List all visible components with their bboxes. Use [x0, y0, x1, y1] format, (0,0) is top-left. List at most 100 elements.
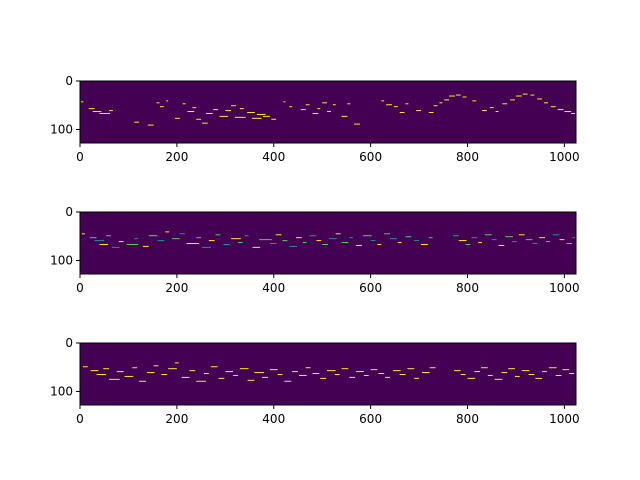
- note-cell: [341, 115, 348, 117]
- note-cell: [566, 243, 573, 244]
- y-tick-label: 0: [65, 205, 73, 219]
- note-cell: [518, 234, 525, 236]
- note-cell: [569, 373, 575, 375]
- note-cell: [385, 376, 390, 378]
- note-cell: [134, 121, 140, 123]
- note-cell: [312, 112, 319, 114]
- y-tick-label: 0: [65, 74, 73, 88]
- note-cell: [239, 368, 249, 370]
- note-cell: [444, 99, 450, 101]
- note-cell: [186, 243, 200, 244]
- note-cell: [386, 104, 392, 106]
- note-cell: [146, 372, 155, 374]
- x-tick-label: 200: [165, 281, 188, 295]
- note-cell: [168, 368, 177, 370]
- note-cell: [399, 112, 405, 113]
- note-cell: [302, 242, 307, 244]
- note-cell: [510, 99, 515, 101]
- note-cell: [244, 235, 249, 237]
- note-cell: [196, 118, 202, 120]
- note-cell: [491, 239, 497, 241]
- note-cell: [231, 238, 241, 240]
- x-tick-label: 0: [76, 412, 84, 426]
- note-cell: [256, 113, 266, 115]
- note-cell: [349, 237, 354, 239]
- note-cell: [452, 235, 459, 237]
- note-cell: [218, 377, 225, 379]
- note-cell: [539, 237, 545, 239]
- note-cell: [192, 107, 197, 109]
- note-cell: [89, 237, 97, 239]
- note-cell: [126, 243, 139, 245]
- note-cell: [449, 95, 455, 97]
- note-cell: [405, 103, 409, 105]
- note-cell: [522, 93, 528, 95]
- note-cell: [289, 106, 293, 108]
- note-cell: [88, 108, 95, 110]
- note-cell: [332, 104, 336, 106]
- note-cell: [347, 103, 351, 105]
- note-cell: [235, 116, 246, 118]
- note-cell: [225, 110, 232, 112]
- note-cell: [378, 373, 385, 375]
- note-cell: [495, 111, 499, 113]
- note-cell: [165, 231, 170, 233]
- note-cell: [166, 100, 169, 102]
- note-cell: [552, 234, 560, 236]
- note-cell: [564, 111, 572, 113]
- note-cell: [501, 372, 508, 374]
- axes-frame: [79, 342, 577, 406]
- note-cell: [317, 108, 321, 110]
- note-cell: [537, 98, 543, 100]
- note-cell: [174, 362, 179, 364]
- note-cell: [335, 233, 341, 235]
- x-tick-label: 400: [262, 412, 285, 426]
- note-cell: [414, 377, 420, 379]
- note-cell: [254, 372, 265, 374]
- note-cell: [139, 380, 146, 382]
- note-cell: [109, 378, 120, 380]
- note-cell: [116, 371, 124, 373]
- note-cell: [90, 370, 99, 372]
- note-cell: [142, 245, 149, 247]
- note-cell: [399, 374, 406, 375]
- note-cell: [322, 102, 328, 104]
- x-tick-label: 600: [359, 412, 382, 426]
- note-cell: [196, 380, 206, 382]
- x-tick-label: 800: [456, 412, 479, 426]
- note-cell: [179, 233, 186, 235]
- note-cell: [305, 367, 311, 369]
- note-cell: [354, 123, 360, 125]
- note-cell: [393, 106, 398, 108]
- note-cell: [467, 377, 476, 379]
- note-cell: [377, 243, 382, 245]
- note-cell: [521, 370, 530, 372]
- note-cell: [460, 374, 466, 375]
- note-cell: [489, 107, 494, 109]
- note-cell: [482, 110, 487, 112]
- note-cell: [259, 239, 272, 241]
- note-cell: [263, 115, 270, 117]
- note-cell: [322, 243, 328, 245]
- note-cell: [233, 374, 238, 376]
- note-cell: [80, 101, 84, 103]
- note-cell: [525, 239, 533, 241]
- heatmap-background: [80, 343, 576, 405]
- note-cell: [208, 240, 215, 242]
- note-cell: [548, 367, 557, 369]
- note-cell: [397, 242, 402, 244]
- note-cell: [106, 235, 111, 237]
- note-cell: [514, 375, 520, 377]
- note-cell: [542, 371, 547, 373]
- note-cell: [474, 371, 481, 373]
- note-cell: [94, 240, 105, 242]
- note-cell: [247, 379, 255, 381]
- note-cell: [213, 109, 219, 111]
- note-cell: [296, 237, 302, 239]
- note-cell: [124, 375, 134, 377]
- note-cell: [181, 376, 190, 378]
